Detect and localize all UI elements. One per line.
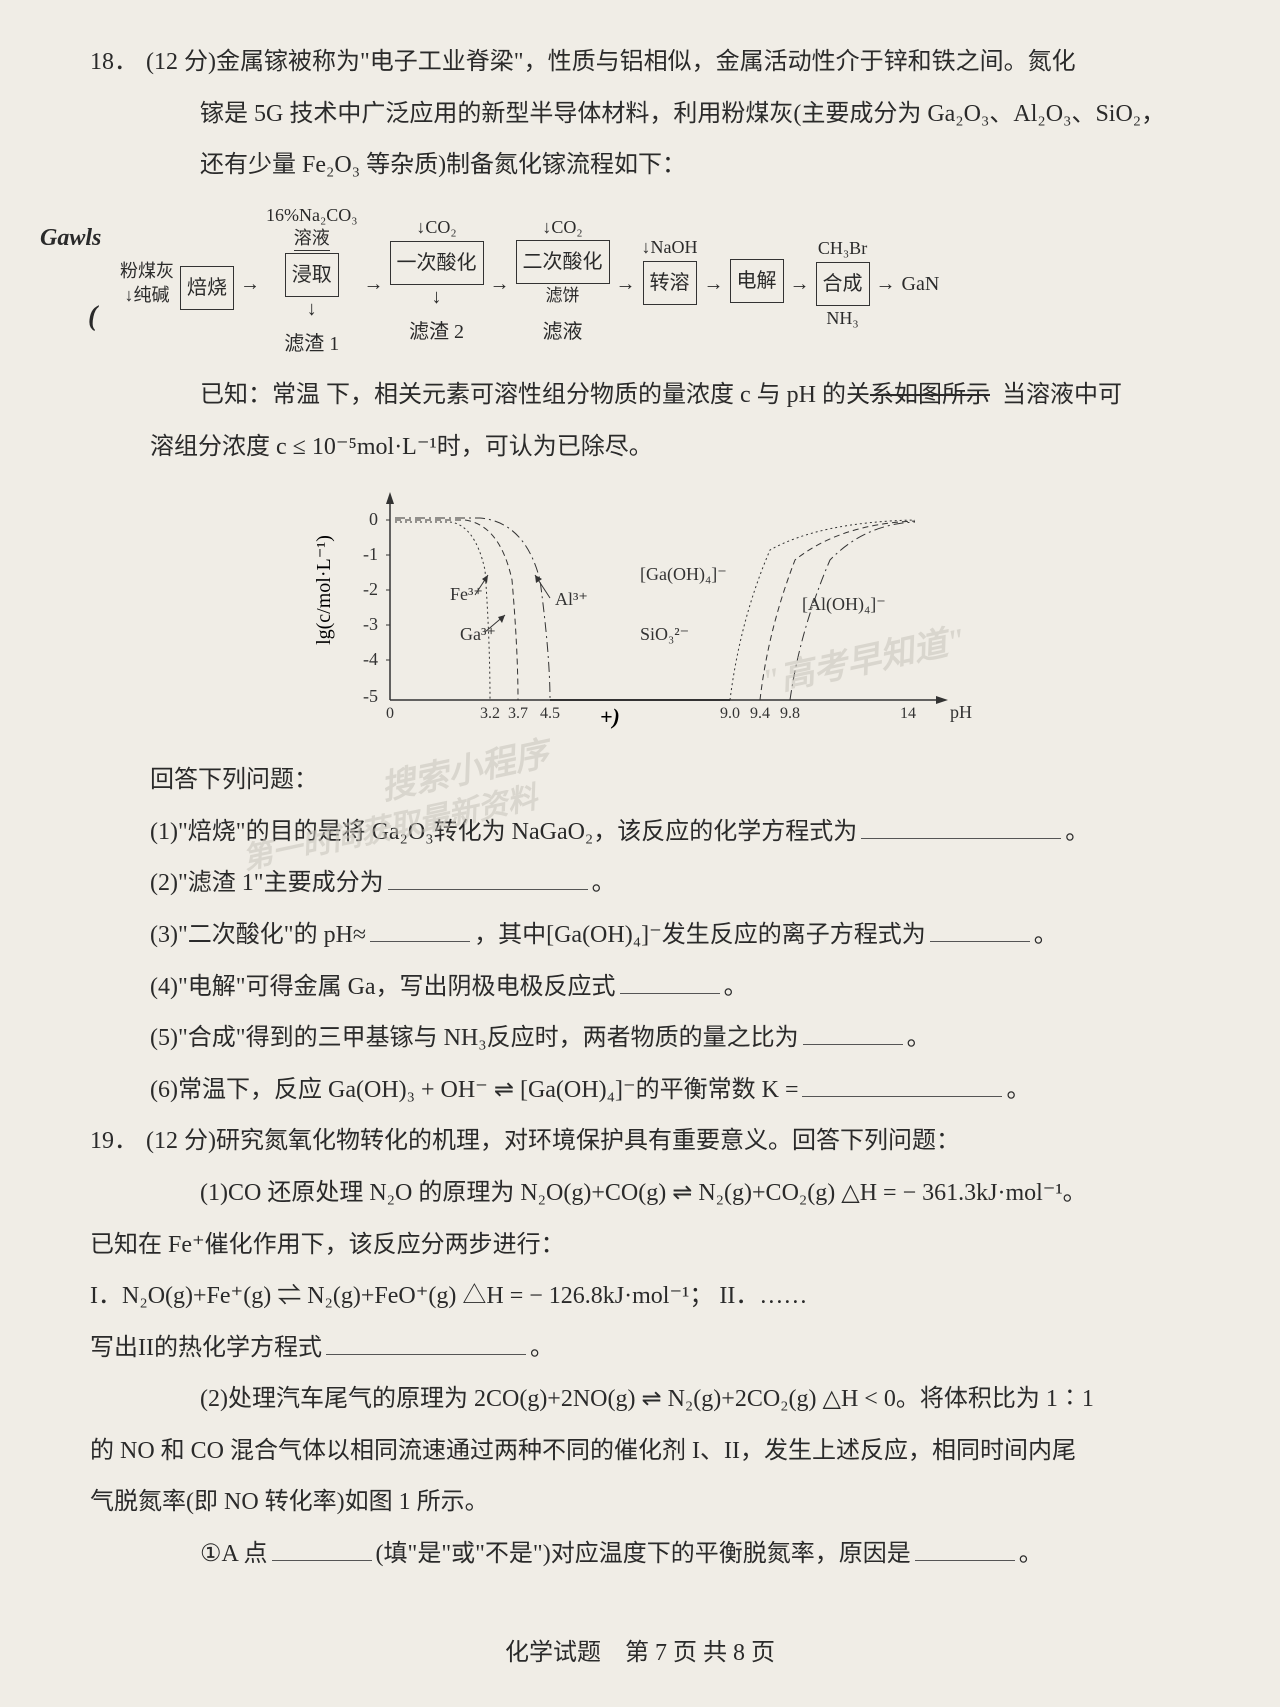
svg-text:-2: -2: [363, 579, 378, 599]
flow-a3: ↓CO₂: [542, 217, 582, 239]
arrow: →: [790, 265, 810, 303]
flow-s6: 电解: [730, 259, 784, 303]
flow-s4: 二次酸化: [516, 240, 610, 284]
blank[interactable]: [326, 1328, 526, 1354]
q18-answer-head: 回答下列问题：: [90, 758, 1190, 804]
flow-a4: ↓NaOH: [642, 237, 698, 259]
q18-num: 18．: [90, 40, 140, 86]
svg-text:-1: -1: [363, 544, 378, 564]
svg-text:Fe³⁺: Fe³⁺: [450, 584, 483, 604]
svg-text:4.5: 4.5: [540, 705, 560, 722]
flow-s4b2: 滤液: [543, 313, 583, 351]
svg-text:lg(c/mol·L⁻¹): lg(c/mol·L⁻¹): [313, 535, 335, 645]
q19-intro: 19． (12 分)研究氮氧化物转化的机理，对环境保护具有重要意义。回答下列问题…: [90, 1119, 1190, 1165]
arrow: →: [876, 265, 896, 303]
arrow: →: [364, 265, 384, 303]
svg-text:14: 14: [900, 705, 916, 722]
q18-known2: 溶组分浓度 c ≤ 10⁻⁵mol·L⁻¹时，可认为已除尽。: [90, 425, 1190, 471]
q19-points: (12 分): [146, 1128, 216, 1154]
svg-text:-5: -5: [363, 686, 378, 706]
arrow-down: ↓: [307, 299, 317, 319]
q18-sub4: (4)"电解"可得金属 Ga，写出阴极电极反应式。: [90, 965, 1190, 1011]
arrow: →: [616, 265, 636, 303]
blank[interactable]: [620, 967, 720, 993]
flow-s5: 转溶: [643, 261, 697, 305]
arrow: →: [490, 265, 510, 303]
q19-p2: 已知在 Fe⁺催化作用下，该反应分两步进行：: [90, 1223, 1190, 1269]
flow-a1b: 溶液: [294, 228, 330, 251]
svg-text:0: 0: [386, 705, 394, 722]
svg-text:0: 0: [369, 509, 378, 529]
blank[interactable]: [861, 812, 1061, 838]
q18-intro3: 还有少量 Fe₂O₃ 等杂质)制备氮化镓流程如下：: [90, 143, 1190, 189]
flow-s3b: 滤渣 2: [409, 313, 464, 351]
page-footer: 化学试题 第 7 页 共 8 页: [0, 1631, 1280, 1677]
q18-known1: 已知：常温 下，相关元素可溶性组分物质的量浓度 c 与 pH 的关系如图所示 当…: [90, 373, 1190, 419]
q19-sub2q1: ①A 点(填"是"或"不是")对应温度下的平衡脱氮率，原因是。: [90, 1532, 1190, 1578]
svg-text:Al³⁺: Al³⁺: [555, 589, 588, 609]
svg-text:9.0: 9.0: [720, 705, 740, 722]
flow-a2: ↓CO₂: [416, 217, 456, 239]
flow-s4lb: 滤饼: [546, 286, 580, 306]
q18-sub2: (2)"滤渣 1"主要成分为。: [90, 861, 1190, 907]
flow-s3: 一次酸化: [390, 241, 484, 285]
svg-text:+): +): [600, 704, 620, 729]
solubility-chart: 0 -1 -2 -3 -4 -5 0 3.2 3.7 4.5 9.0 9.4 9…: [90, 480, 1190, 740]
arrow: →: [240, 265, 260, 303]
flow-a1t: 16%Na₂CO₃: [266, 205, 358, 227]
q19-intro-text: 研究氮氧化物转化的机理，对环境保护具有重要意义。回答下列问题：: [216, 1128, 960, 1154]
q18-intro: 18． (12 分)金属镓被称为"电子工业脊梁"，性质与铝相似，金属活动性介于锌…: [90, 40, 1190, 86]
svg-text:9.4: 9.4: [750, 705, 770, 722]
flow-s2: 浸取: [285, 253, 339, 297]
arrow-down: ↓: [432, 287, 442, 307]
q19-sub1a: (1)CO 还原处理 N₂O 的原理为 N₂O(g)+CO(g) ⇌ N₂(g)…: [90, 1171, 1190, 1217]
flow-diagram: 粉煤灰 ↓纯碱 焙烧 → 16%Na₂CO₃ 溶液 浸取 ↓ 滤渣 1 → ↓C…: [90, 195, 1190, 373]
svg-text:pH: pH: [950, 702, 972, 722]
q18-sub1: (1)"焙烧"的目的是将 Ga₂O₃转化为 NaGaO₂，该反应的化学方程式为。: [90, 810, 1190, 856]
blank[interactable]: [802, 1070, 1002, 1096]
handwriting-2: (: [88, 290, 97, 343]
svg-text:3.7: 3.7: [508, 705, 528, 722]
flow-out: GaN: [902, 265, 940, 303]
q18-intro1: 金属镓被称为"电子工业脊梁"，性质与铝相似，金属活动性介于锌和铁之间。氮化: [216, 49, 1076, 75]
blank[interactable]: [272, 1535, 372, 1561]
flow-s1: 焙烧: [180, 266, 234, 310]
flow-s2b: 滤渣 1: [284, 325, 339, 363]
q19-sub2c: 气脱氮率(即 NO 转化率)如图 1 所示。: [90, 1480, 1190, 1526]
flow-in-top: 粉煤灰: [120, 261, 174, 283]
q19-sub2b: 的 NO 和 CO 混合气体以相同流速通过两种不同的催化剂 I、II，发生上述反…: [90, 1429, 1190, 1475]
q19-sub2a: (2)处理汽车尾气的原理为 2CO(g)+2NO(g) ⇌ N₂(g)+2CO₂…: [90, 1377, 1190, 1423]
blank[interactable]: [915, 1535, 1015, 1561]
flow-ob: NH₃: [826, 308, 858, 330]
q18-sub5: (5)"合成"得到的三甲基镓与 NH₃反应时，两者物质的量之比为。: [90, 1016, 1190, 1062]
svg-text:9.8: 9.8: [780, 705, 800, 722]
q18-points: (12 分): [146, 49, 216, 75]
blank[interactable]: [803, 1019, 903, 1045]
svg-text:[Al(OH)₄]⁻: [Al(OH)₄]⁻: [802, 594, 886, 615]
svg-text:3.2: 3.2: [480, 705, 500, 722]
svg-text:[Ga(OH)₄]⁻: [Ga(OH)₄]⁻: [640, 564, 727, 585]
q19-stepIIq: 写出II的热化学方程式。: [90, 1326, 1190, 1372]
svg-text:-4: -4: [363, 649, 378, 669]
blank[interactable]: [930, 916, 1030, 942]
q18-sub3: (3)"二次酸化"的 pH≈，其中[Ga(OH)₄]⁻发生反应的离子方程式为。: [90, 913, 1190, 959]
flow-in-bot: ↓纯碱: [125, 285, 170, 307]
q18-intro2: 镓是 5G 技术中广泛应用的新型半导体材料，利用粉煤灰(主要成分为 Ga₂O₃、…: [90, 92, 1190, 138]
blank[interactable]: [388, 864, 588, 890]
blank[interactable]: [370, 916, 470, 942]
q19-num: 19．: [90, 1119, 140, 1165]
q18-sub6: (6)常温下，反应 Ga(OH)₃ + OH⁻ ⇌ [Ga(OH)₄]⁻的平衡常…: [90, 1068, 1190, 1114]
handwriting-1: Gawls: [40, 216, 101, 262]
q19-stepI: I．N₂O(g)+Fe⁺(g) ⇌ N₂(g)+FeO⁺(g) △H = − 1…: [90, 1274, 1190, 1320]
svg-text:SiO₃²⁻: SiO₃²⁻: [640, 624, 689, 644]
arrow: →: [704, 265, 724, 303]
svg-text:-3: -3: [363, 614, 378, 634]
flow-a6: CH₃Br: [818, 238, 867, 260]
flow-s7: 合成: [816, 262, 870, 306]
